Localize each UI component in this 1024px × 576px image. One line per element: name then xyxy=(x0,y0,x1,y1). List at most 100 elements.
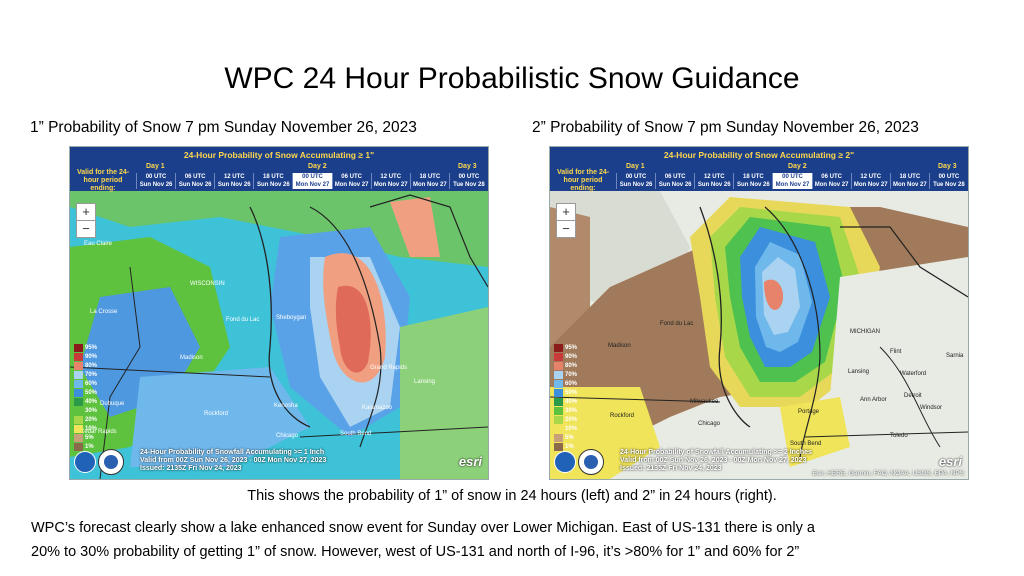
time-tab[interactable]: 00 UTC Sun Nov 26 xyxy=(136,173,175,189)
time-tab[interactable]: 12 UTC Mon Nov 27 xyxy=(370,173,410,189)
left-map-panel[interactable]: Eau Claire WISCONSIN Fond du Lac Sheboyg… xyxy=(69,146,489,480)
legend-label: 90% xyxy=(85,353,98,360)
zoom-in-button[interactable]: + xyxy=(82,204,90,219)
city-label: Rockford xyxy=(610,413,634,419)
time-tab[interactable]: 06 UTC Mon Nov 27 xyxy=(811,173,851,189)
time-tab-utc: 00 UTC xyxy=(938,174,960,180)
legend-label: 70% xyxy=(85,371,98,378)
time-tab[interactable]: 06 UTC Mon Nov 27 xyxy=(331,173,371,189)
city-label: La Crosse xyxy=(90,309,118,315)
legend-label: 5% xyxy=(565,434,574,441)
zoom-out-button[interactable]: − xyxy=(557,220,575,237)
legend-entry: 30% xyxy=(74,406,102,415)
legend-swatch xyxy=(74,415,83,424)
footer-line: Valid from 00Z Sun Nov 26, 2023 - 00Z Mo… xyxy=(620,457,807,464)
footer-line: Issued: 2135Z Fri Nov 24, 2023 xyxy=(140,465,242,472)
footer-line: 24-Hour Probability of Snowfall Accumula… xyxy=(620,449,812,456)
legend-swatch xyxy=(74,406,83,415)
legend-entry: 20% xyxy=(74,415,102,424)
legend-label: 20% xyxy=(85,416,98,423)
summary-note: This shows the probability of 1” of snow… xyxy=(247,488,777,504)
legend-entry: 40% xyxy=(554,397,582,406)
legend-entry: 50% xyxy=(74,388,102,397)
footer-line: 24-Hour Probability of Snowfall Accumula… xyxy=(140,449,325,456)
legend-entry: 10% xyxy=(74,424,102,433)
valid-period-label: Valid for the 24-hour period ending: xyxy=(76,169,130,192)
time-tab[interactable]: 00 UTC Mon Nov 27 xyxy=(772,173,812,189)
noaa-logo xyxy=(554,451,576,473)
time-tab[interactable]: 12 UTC Sun Nov 26 xyxy=(214,173,253,189)
time-tab[interactable]: 18 UTC Sun Nov 26 xyxy=(733,173,772,189)
day-label: Day 3 xyxy=(458,163,477,170)
legend-entry: 60% xyxy=(74,379,102,388)
legend-swatch xyxy=(74,442,83,451)
legend-label: 1% xyxy=(85,443,94,450)
time-tab[interactable]: 00 UTC Tue Nov 28 xyxy=(448,173,488,189)
footer-line: Issued: 2135Z Fri Nov 24, 2023 xyxy=(620,465,722,472)
legend-swatch xyxy=(74,352,83,361)
legend-entry: 1% xyxy=(74,442,102,451)
legend-entry: 5% xyxy=(74,433,102,442)
legend-label: 40% xyxy=(85,398,98,405)
time-tab[interactable]: 12 UTC Sun Nov 26 xyxy=(694,173,733,189)
city-label: Flint xyxy=(890,349,902,355)
time-tab-date: Mon Nov 27 xyxy=(775,182,810,188)
probability-legend: 95% 90% 80% 70% 60% 50% 40% 30% 20% 10% 5% 1% xyxy=(554,343,582,451)
zoom-out-button[interactable]: − xyxy=(77,220,95,237)
legend-swatch xyxy=(554,343,563,352)
legend-entry: 30% xyxy=(554,406,582,415)
city-label: Lansing xyxy=(414,379,435,385)
time-tab[interactable]: 18 UTC Sun Nov 26 xyxy=(253,173,292,189)
time-tab[interactable]: 00 UTC Tue Nov 28 xyxy=(928,173,968,189)
time-tab-date: Mon Nov 27 xyxy=(412,182,447,188)
legend-entry: 80% xyxy=(74,361,102,370)
time-tab-utc: 18 UTC xyxy=(419,174,441,180)
map-header: 24-Hour Probability of Snow Accumulating… xyxy=(70,147,488,192)
page-title: WPC 24 Hour Probabilistic Snow Guidance xyxy=(224,62,800,95)
right-map-panel[interactable]: Fond du Lac Madison MICHIGAN Flint Lansi… xyxy=(549,146,969,480)
time-tab-date: Tue Nov 28 xyxy=(453,182,485,188)
legend-entry: 70% xyxy=(74,370,102,379)
time-tab[interactable]: 18 UTC Mon Nov 27 xyxy=(409,173,449,189)
legend-label: 80% xyxy=(565,362,578,369)
map-header-title: 24-Hour Probability of Snow Accumulating… xyxy=(183,150,375,160)
time-tab[interactable]: 06 UTC Sun Nov 26 xyxy=(655,173,694,189)
legend-entry: 10% xyxy=(554,424,582,433)
footer-line: Valid from 00Z Sun Nov 26, 2023 - 00Z Mo… xyxy=(140,457,327,464)
map-footer: 24-Hour Probability of Snowfall Accumula… xyxy=(620,449,812,473)
nws-logo xyxy=(578,449,604,475)
legend-label: 80% xyxy=(85,362,98,369)
time-tabs: 00 UTC Sun Nov 26 06 UTC Sun Nov 26 12 UTC Su… xyxy=(616,173,968,189)
city-label: Lansing xyxy=(848,369,869,375)
legend-entry: 95% xyxy=(74,343,102,352)
time-tab-date: Mon Nov 27 xyxy=(295,182,330,188)
time-tab-utc: 00 UTC xyxy=(458,174,480,180)
time-tab[interactable]: 00 UTC Mon Nov 27 xyxy=(292,173,332,189)
time-tab[interactable]: 00 UTC Sun Nov 26 xyxy=(616,173,655,189)
zoom-in-button[interactable]: + xyxy=(562,204,570,219)
legend-entry: 50% xyxy=(554,388,582,397)
legend-label: 50% xyxy=(565,389,578,396)
legend-label: 90% xyxy=(565,353,578,360)
nws-logo xyxy=(98,449,124,475)
time-tab-utc: 12 UTC xyxy=(703,174,725,180)
legend-entry: 60% xyxy=(554,379,582,388)
time-tabs: 00 UTC Sun Nov 26 06 UTC Sun Nov 26 12 UTC Su… xyxy=(136,173,488,189)
forecast-discussion: WPC’s forecast clearly show a lake enhan… xyxy=(31,516,815,564)
time-tab-utc: 06 UTC xyxy=(664,174,686,180)
city-label: Milwaukee xyxy=(690,399,719,405)
left-map-caption: 1” Probability of Snow 7 pm Sunday Novem… xyxy=(30,119,417,136)
time-tab[interactable]: 06 UTC Sun Nov 26 xyxy=(175,173,214,189)
city-label: Sarnia xyxy=(946,353,964,359)
legend-label: 40% xyxy=(565,398,578,405)
legend-label: 95% xyxy=(565,344,578,351)
time-tab[interactable]: 18 UTC Mon Nov 27 xyxy=(889,173,929,189)
city-label: Cedar Rapids xyxy=(80,429,117,435)
day-label: Day 2 xyxy=(308,163,327,170)
time-tab[interactable]: 12 UTC Mon Nov 27 xyxy=(850,173,890,189)
time-tab-utc: 06 UTC xyxy=(184,174,206,180)
legend-swatch xyxy=(554,388,563,397)
time-tab-utc: 06 UTC xyxy=(821,174,842,180)
esri-logo: esri xyxy=(458,454,482,469)
city-label: Madison xyxy=(180,355,203,361)
